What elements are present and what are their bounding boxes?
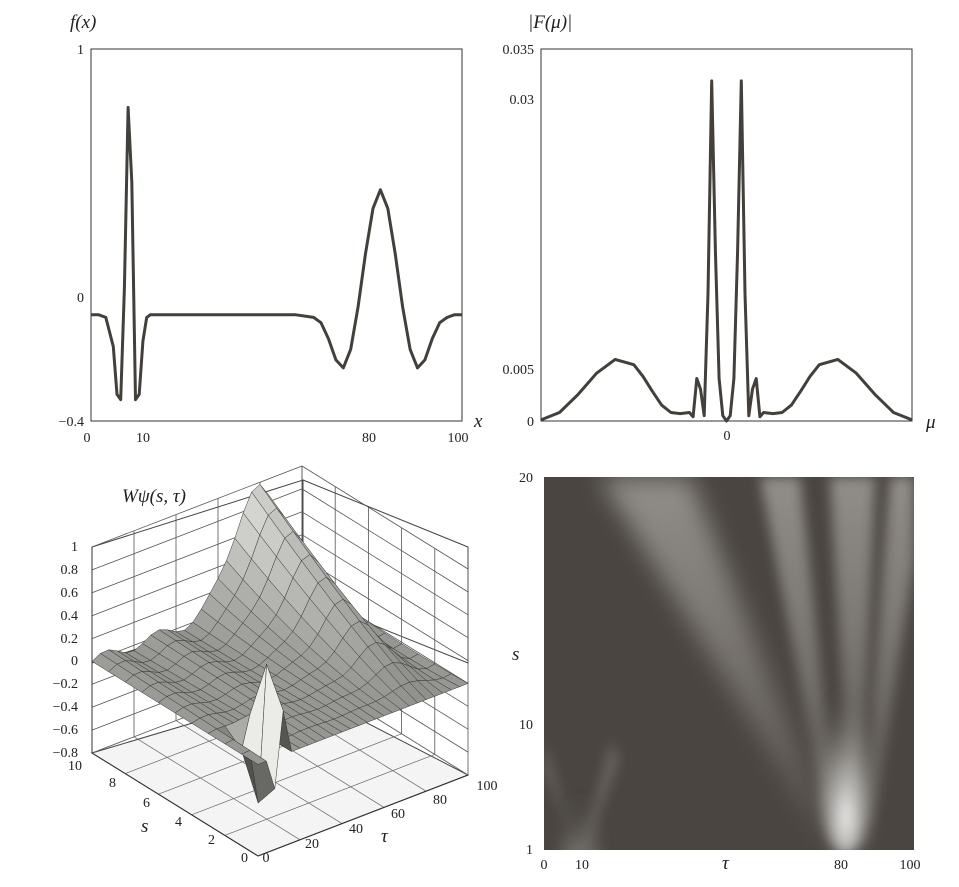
- surface-mesh: [91, 484, 469, 804]
- floor-grid-line: [133, 736, 301, 841]
- surface-tau-ticks: 0 20 40 60 80 100 τ: [263, 779, 498, 866]
- surface-ztick-1: 1: [71, 540, 78, 555]
- signal-ytick-neg04: −0.4: [59, 415, 84, 430]
- surface-ztick-04: 0.4: [61, 609, 79, 624]
- surface-ztick-neg04: −0.4: [53, 700, 78, 715]
- signal-curve: [91, 106, 462, 402]
- spectrum-panel: |F(μ)| 0.035 0.03 0.005 0 0 μ: [503, 12, 936, 444]
- surface-ztick-neg08: −0.8: [53, 746, 78, 761]
- surface-ztick-08: 0.8: [61, 563, 79, 578]
- surface-mesh-facet: [240, 750, 267, 765]
- spectrum-ytick-0: 0: [527, 415, 534, 430]
- spectrum-xlabel: μ: [925, 412, 936, 433]
- wall-grid-line: [301, 534, 469, 639]
- wall-grid-line: [301, 511, 469, 616]
- floor-grid-line: [191, 733, 402, 816]
- surface-tau-axis: [257, 774, 469, 857]
- heatmap-ytick-1: 1: [526, 843, 533, 858]
- signal-plot-frame: [90, 48, 463, 422]
- surface-tautick-100: 100: [477, 779, 498, 794]
- surface-stick-4: 4: [175, 815, 182, 830]
- heatmap-xtick-0: 0: [541, 858, 548, 873]
- heatmap-intensity: [544, 477, 914, 850]
- heatmap-ray-left: [600, 477, 838, 850]
- surface-ztick-02: 0.2: [61, 632, 79, 647]
- wall-grid-line: [91, 465, 303, 548]
- floor-grid-line: [224, 754, 435, 836]
- surface-tautick-20: 20: [305, 837, 319, 852]
- signal-xtick-0: 0: [84, 431, 91, 446]
- surface-stick-8: 8: [109, 776, 116, 791]
- surface-s-axis: [91, 752, 259, 857]
- signal-xtick-80: 80: [362, 431, 376, 446]
- surface-ztick-06: 0.6: [61, 586, 79, 601]
- surface-ztick-0: 0: [71, 654, 78, 669]
- spectrum-ytick-0005: 0.005: [503, 363, 535, 378]
- surface-stick-2: 2: [208, 833, 215, 848]
- heatmap-ylabel: s: [512, 644, 519, 665]
- heatmap-xtick-10: 10: [575, 858, 589, 873]
- spectrum-ylabel: |F(μ)|: [528, 12, 572, 33]
- wall-grid-line: [301, 488, 469, 593]
- signal-ytick-0: 0: [77, 291, 84, 306]
- surface-right-wall: [302, 479, 469, 664]
- surface-stick-6: 6: [143, 796, 150, 811]
- surface-ztick-neg06: −0.6: [53, 723, 78, 738]
- surface-tau-label: τ: [381, 826, 389, 847]
- surface-stick-0: 0: [241, 851, 248, 866]
- spectrum-plot-frame: [540, 48, 913, 422]
- heatmap-xtick-80: 80: [834, 858, 848, 873]
- surface-panel: Wψ(s, τ) 1 0.8 0.6 0.4 0.2 0 −0.2 −0.4 −…: [53, 465, 498, 866]
- heatmap-ytick-20: 20: [519, 471, 533, 486]
- surface-s-ticks: 10 8 6 4 2 0 s: [68, 759, 248, 866]
- spectrum-ytick-0035: 0.035: [503, 43, 535, 58]
- spectrum-xtick-0: 0: [724, 429, 731, 444]
- wall-grid-line: [301, 465, 469, 570]
- wall-grid-line: [301, 557, 469, 661]
- signal-xtick-100: 100: [448, 431, 469, 446]
- spectrum-ytick-003: 0.03: [510, 93, 535, 108]
- signal-panel: f(x) 1 0 −0.4 0 10 80 100 x: [59, 12, 483, 446]
- surface-tautick-60: 60: [391, 807, 405, 822]
- heatmap-panel: 20 10 1 s 0 10 80 100 τ: [512, 471, 921, 874]
- heatmap-blob-10: [558, 790, 602, 850]
- signal-ytick-1: 1: [77, 43, 84, 58]
- signal-xlabel: x: [473, 411, 483, 432]
- heatmap-ytick-10: 10: [519, 718, 533, 733]
- surface-s-label: s: [141, 816, 148, 837]
- surface-stick-10: 10: [68, 759, 82, 774]
- surface-ztick-neg02: −0.2: [53, 677, 78, 692]
- heatmap-xtick-100: 100: [900, 858, 921, 873]
- heatmap-xlabel: τ: [722, 853, 730, 874]
- surface-tautick-80: 80: [433, 793, 447, 808]
- signal-xtick-10: 10: [136, 431, 150, 446]
- signal-ylabel: f(x): [70, 12, 96, 33]
- heatmap-blob-80: [816, 665, 876, 850]
- spectrum-curve: [540, 79, 913, 423]
- surface-zlabel: Wψ(s, τ): [122, 486, 186, 507]
- surface-tautick-40: 40: [349, 822, 363, 837]
- surface-z-ticks: 1 0.8 0.6 0.4 0.2 0 −0.2 −0.4 −0.6 −0.8: [53, 540, 78, 761]
- surface-tautick-0: 0: [263, 851, 270, 866]
